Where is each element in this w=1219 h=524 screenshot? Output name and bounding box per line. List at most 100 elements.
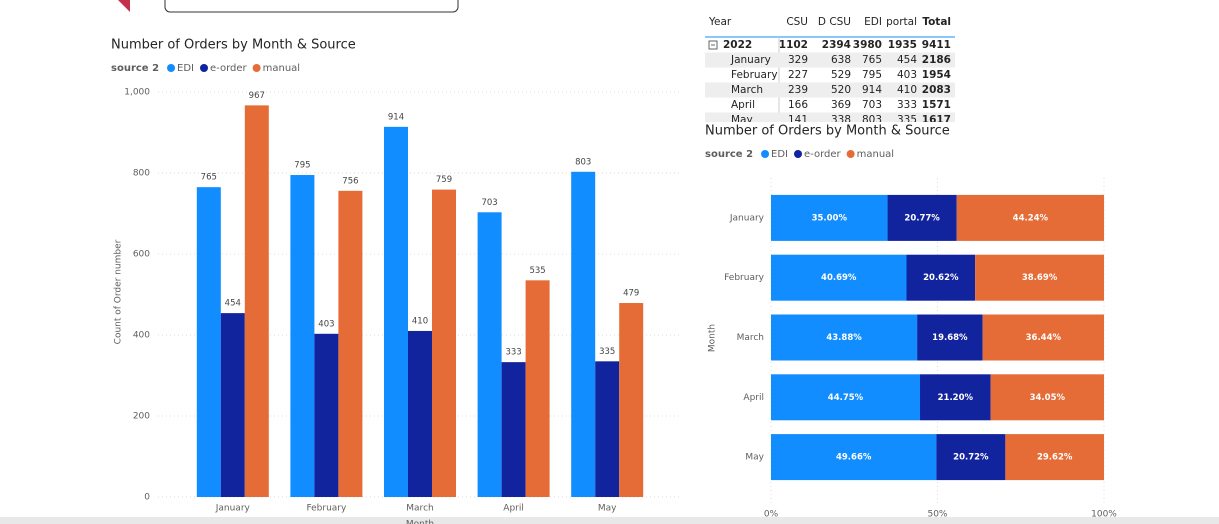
x-tick-label: March — [406, 504, 433, 514]
bar-segment — [906, 254, 976, 301]
x-tick-label: February — [306, 504, 347, 514]
bar — [338, 190, 363, 497]
legend-marker — [252, 64, 261, 72]
row-band — [705, 112, 955, 122]
chart-title: Number of Orders by Month & Source — [705, 124, 950, 139]
data-label: 29.62% — [1037, 453, 1073, 463]
bar — [595, 361, 620, 497]
legend-label: EDI — [177, 63, 194, 74]
y-tick-label: March — [737, 333, 764, 343]
table-cell: 795 — [862, 69, 882, 81]
table-cell: 410 — [897, 84, 917, 96]
x-axis-label: Month — [406, 520, 434, 524]
legend-label: manual — [263, 63, 300, 74]
bar — [408, 330, 432, 497]
table-cell: February — [731, 69, 778, 81]
bar-segment — [771, 254, 907, 301]
legend-title: source 2 — [705, 149, 753, 160]
table-cell: 141 — [788, 114, 808, 126]
table-cell: 369 — [831, 99, 851, 111]
table-cell: 403 — [897, 69, 917, 81]
y-axis-label: Count of Order number — [114, 239, 124, 344]
table-cell: 335 — [897, 114, 917, 126]
data-label: 535 — [529, 266, 545, 276]
legend-marker — [794, 150, 802, 158]
data-label: 333 — [505, 348, 521, 358]
bar — [290, 175, 315, 497]
data-label: 20.72% — [953, 453, 989, 463]
legend-label: EDI — [771, 149, 788, 160]
legend-marker — [200, 64, 208, 72]
table-cell: 1617 — [922, 114, 951, 126]
table-cell: 2186 — [922, 54, 951, 66]
bar-segment — [771, 434, 937, 481]
table: Year CSU D CSU EDI portal Total 2022 1102 2394 39… — [705, 16, 955, 126]
y-tick-label: 600 — [133, 250, 150, 260]
y-tick-label: 1,000 — [124, 88, 150, 98]
table-cell: 1102 — [779, 39, 808, 51]
data-label: 703 — [481, 198, 497, 208]
table-cell: 1571 — [922, 99, 951, 111]
table-cell: 520 — [831, 84, 851, 96]
bar-segment — [975, 254, 1104, 301]
collapse-icon — [708, 40, 718, 50]
bar-segment — [771, 194, 888, 241]
legend-marker — [761, 150, 770, 158]
data-label: 759 — [436, 175, 452, 185]
bar — [477, 212, 502, 497]
y-axis-label: Month — [708, 324, 718, 352]
column-header: Year — [708, 16, 732, 28]
data-label: 38.69% — [1022, 273, 1058, 283]
x-tick-label: 50% — [927, 510, 947, 520]
table-cell: 2083 — [922, 84, 951, 96]
column-header: CSU — [786, 16, 808, 28]
data-label: 21.20% — [938, 393, 974, 403]
bar-segment — [956, 194, 1105, 241]
logo-shape — [118, 0, 130, 12]
bar-segment — [771, 314, 918, 361]
y-tick-label: 800 — [133, 169, 150, 179]
table-cell: 529 — [831, 69, 851, 81]
table-cell: 914 — [862, 84, 882, 96]
data-label: 40.69% — [821, 273, 857, 283]
data-label: 967 — [249, 91, 265, 101]
x-tick-label: January — [215, 504, 251, 514]
legend-marker — [167, 64, 176, 72]
x-tick-label: 100% — [1091, 510, 1117, 520]
table-cell: 9411 — [922, 39, 951, 51]
bar — [571, 171, 596, 497]
data-label: 20.77% — [904, 213, 940, 223]
bar — [244, 105, 269, 498]
table-cell: 2022 — [723, 39, 752, 51]
row-band — [705, 52, 955, 68]
y-tick-label: 200 — [133, 412, 150, 422]
y-tick-label: January — [729, 213, 765, 223]
bar-segment — [990, 374, 1104, 421]
column-header: D CSU — [818, 16, 851, 28]
table-cell: 803 — [862, 114, 882, 126]
table-cell: 166 — [788, 99, 808, 111]
legend-title: source 2 — [111, 63, 159, 74]
y-tick-label: 400 — [133, 331, 150, 341]
bar-segment — [887, 194, 957, 241]
data-label: 335 — [599, 347, 615, 357]
bar — [619, 303, 644, 497]
chart-title: Number of Orders by Month & Source — [111, 38, 356, 53]
data-label: 19.68% — [932, 333, 968, 343]
data-label: 20.62% — [923, 273, 959, 283]
table-cell: 333 — [897, 99, 917, 111]
logo-frame — [164, 0, 459, 13]
y-tick-label: February — [724, 273, 765, 283]
table-cell: 765 — [862, 54, 882, 66]
table-cell: 227 — [788, 69, 808, 81]
y-tick-label: 0 — [144, 493, 150, 503]
legend-label: e-order — [210, 63, 248, 74]
data-label: 479 — [623, 289, 639, 299]
bar — [432, 189, 456, 498]
data-label: 44.24% — [1013, 213, 1049, 223]
bar-segment — [920, 374, 991, 421]
table-cell: 2394 — [822, 39, 851, 51]
data-label: 36.44% — [1026, 333, 1062, 343]
